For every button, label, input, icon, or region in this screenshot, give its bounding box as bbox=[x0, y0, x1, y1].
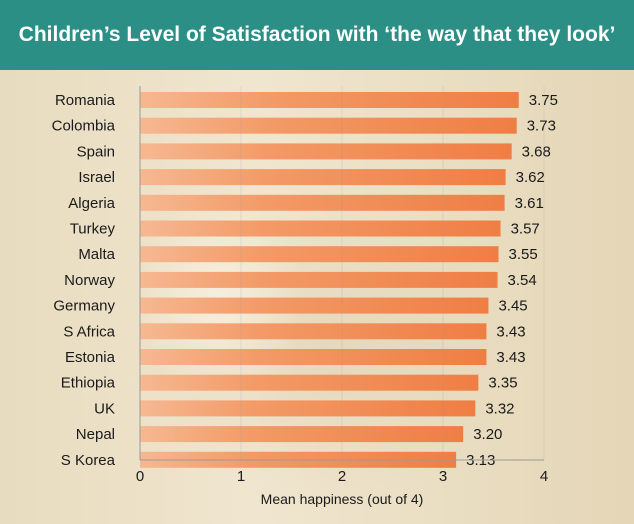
bar-spain bbox=[140, 143, 512, 160]
bar-estonia bbox=[140, 349, 487, 365]
value-label: 3.55 bbox=[509, 246, 538, 263]
value-label: 3.61 bbox=[515, 195, 544, 212]
x-tick-label: 2 bbox=[338, 468, 346, 485]
bar-israel bbox=[140, 169, 506, 186]
category-label: Israel bbox=[78, 169, 115, 186]
x-tick-label: 1 bbox=[237, 468, 245, 485]
bars-group: Romania 3.75 Colombia 3.73 Spain 3.68 Israel 3.… bbox=[52, 92, 558, 469]
category-label: Norway bbox=[64, 272, 115, 289]
x-tick-label: 0 bbox=[136, 468, 144, 485]
value-label: 3.43 bbox=[496, 349, 525, 366]
category-label: Estonia bbox=[65, 349, 116, 366]
value-label: 3.43 bbox=[496, 323, 525, 340]
category-label: Romania bbox=[55, 92, 116, 109]
category-label: Malta bbox=[78, 246, 115, 263]
x-axis: 0 1 2 3 4 bbox=[136, 86, 548, 485]
category-label: S Africa bbox=[63, 323, 115, 340]
bar-chart: Romania 3.75 Colombia 3.73 Spain 3.68 Israel 3.… bbox=[52, 86, 558, 507]
bar-nepal bbox=[140, 426, 464, 443]
bar-colombia bbox=[140, 117, 517, 134]
bar-uk bbox=[140, 400, 476, 417]
category-label: Algeria bbox=[68, 195, 115, 212]
category-label: Ethiopia bbox=[61, 375, 116, 392]
value-label: 3.62 bbox=[516, 169, 545, 186]
category-label: S Korea bbox=[61, 452, 116, 469]
bar-norway bbox=[140, 271, 498, 288]
value-label: 3.32 bbox=[485, 400, 514, 417]
category-label: Turkey bbox=[70, 221, 116, 238]
value-label: 3.54 bbox=[508, 272, 537, 289]
x-tick-label: 4 bbox=[540, 468, 548, 485]
x-tick-label: 3 bbox=[439, 468, 447, 485]
bar-algeria bbox=[140, 194, 505, 211]
category-label: Colombia bbox=[52, 118, 116, 135]
category-label: UK bbox=[94, 400, 115, 417]
bar-malta bbox=[140, 246, 499, 263]
value-label: 3.73 bbox=[527, 118, 556, 135]
category-label: Spain bbox=[77, 143, 115, 160]
header-banner: Children’s Level of Satisfaction with ‘t… bbox=[0, 0, 634, 70]
value-label: 3.68 bbox=[522, 143, 551, 160]
category-label: Nepal bbox=[76, 426, 115, 443]
x-axis-title: Mean happiness (out of 4) bbox=[261, 491, 424, 507]
value-label: 3.45 bbox=[498, 298, 527, 315]
category-label: Germany bbox=[53, 298, 115, 315]
bar-turkey bbox=[140, 220, 501, 237]
bar-s-africa bbox=[140, 323, 487, 340]
bar-romania bbox=[140, 92, 519, 108]
chart-title: Children’s Level of Satisfaction with ‘t… bbox=[18, 23, 616, 46]
value-label: 3.75 bbox=[529, 92, 558, 109]
bar-germany bbox=[140, 297, 489, 314]
value-label: 3.57 bbox=[511, 221, 540, 238]
value-label: 3.35 bbox=[488, 375, 517, 392]
bar-ethiopia bbox=[140, 374, 479, 391]
value-label: 3.20 bbox=[473, 426, 502, 443]
